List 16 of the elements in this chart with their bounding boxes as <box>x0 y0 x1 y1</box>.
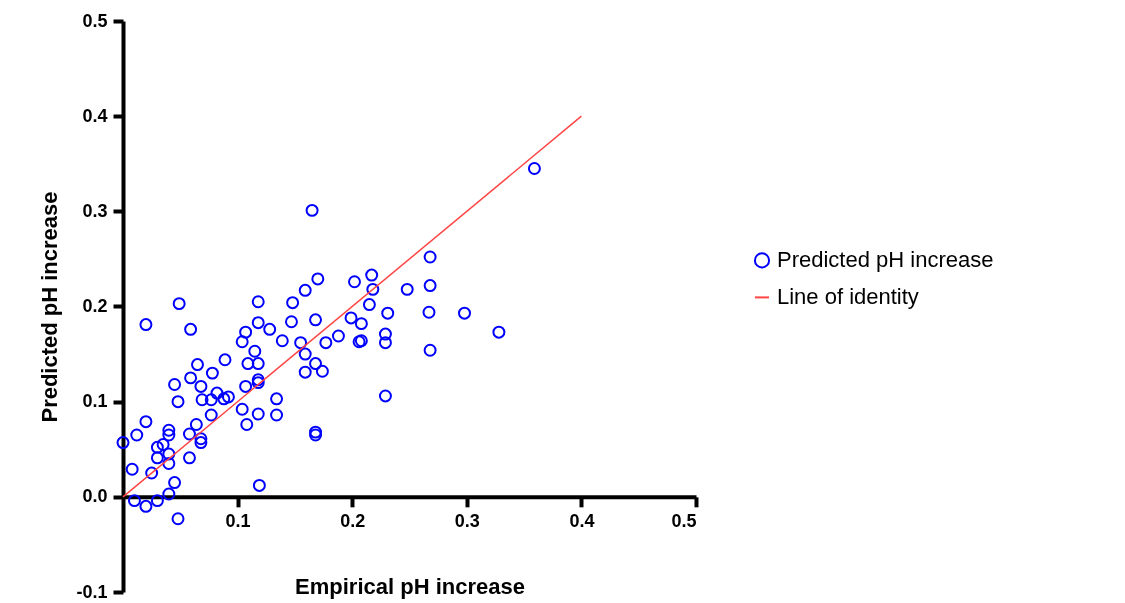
x-tick-label: 0.5 <box>671 511 697 532</box>
y-tick-label: 0.2 <box>82 296 108 316</box>
y-tick-label: 0.4 <box>82 105 108 126</box>
legend-label: Predicted pH increase <box>777 247 994 273</box>
legend-label: Line of identity <box>777 284 919 310</box>
x-tick-label: 0.1 <box>225 511 251 532</box>
x-tick-label: 0.2 <box>340 511 366 532</box>
y-tick-label: -0.1 <box>76 581 108 602</box>
y-tick-label: 0.0 <box>82 486 108 507</box>
x-tick-label: 0.4 <box>569 511 595 532</box>
y-tick-label: 0.1 <box>82 391 108 412</box>
y-tick-label: 0.5 <box>82 10 108 31</box>
x-tick-label: 0.3 <box>454 511 480 532</box>
y-axis-title: Predicted pH increase <box>37 191 63 423</box>
y-tick-label: 0.3 <box>82 200 108 221</box>
x-axis-title: Empirical pH increase <box>295 574 525 600</box>
